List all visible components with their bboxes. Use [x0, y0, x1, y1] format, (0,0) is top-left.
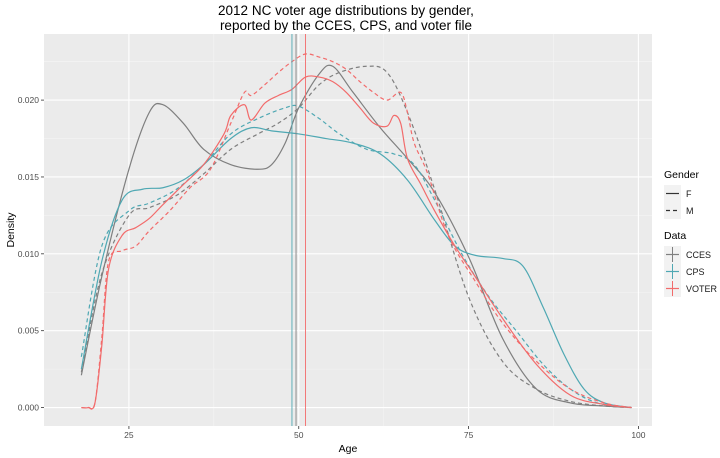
chart-subtitle: reported by the CCES, CPS, and voter fil…	[219, 18, 473, 33]
legend-label-cces: CCES	[686, 249, 712, 260]
y-tick-label: 0.000	[18, 403, 40, 413]
legend-entry-cces: CCES	[664, 246, 717, 263]
x-tick-label: 50	[294, 430, 304, 440]
density-line-cps-f	[80, 126, 632, 409]
dashed-line-key-icon	[664, 202, 681, 219]
cces-color-key-icon	[664, 246, 681, 263]
cps-color-key-icon	[664, 263, 681, 280]
density-line-cces-m	[80, 65, 632, 409]
legend-data: Data CCES CPS VOTER	[664, 230, 717, 297]
density-line-cces-f	[80, 64, 632, 409]
y-tick-label: 0.010	[18, 249, 40, 259]
solid-line-key-icon	[664, 185, 681, 202]
chart-title: 2012 NC voter age distributions by gende…	[218, 3, 474, 18]
x-axis-label: Age	[339, 443, 358, 455]
legend-entry-cps: CPS	[664, 263, 717, 280]
voter-color-key-icon	[664, 280, 681, 297]
legend-entry-m: M	[664, 202, 699, 219]
y-axis-label: Density	[5, 212, 17, 248]
density-line-cps-m	[80, 104, 632, 409]
legend-label-f: F	[686, 188, 692, 199]
legend-entry-voter: VOTER	[664, 280, 717, 297]
legend-entry-f: F	[664, 185, 699, 202]
legend-data-title: Data	[664, 230, 687, 242]
x-tick-label: 100	[631, 430, 645, 440]
y-tick-label: 0.020	[18, 95, 40, 105]
x-tick-label: 75	[464, 430, 474, 440]
y-tick-label: 0.005	[18, 326, 40, 336]
plot-panel	[44, 34, 652, 426]
legend-gender-title: Gender	[664, 169, 700, 181]
x-tick-label: 25	[124, 430, 134, 440]
legend-label-voter: VOTER	[686, 283, 718, 294]
legend-label-cps: CPS	[686, 266, 705, 277]
legend-gender: Gender F M	[664, 169, 699, 219]
y-tick-label: 0.015	[18, 172, 40, 182]
legend-label-m: M	[686, 205, 694, 216]
